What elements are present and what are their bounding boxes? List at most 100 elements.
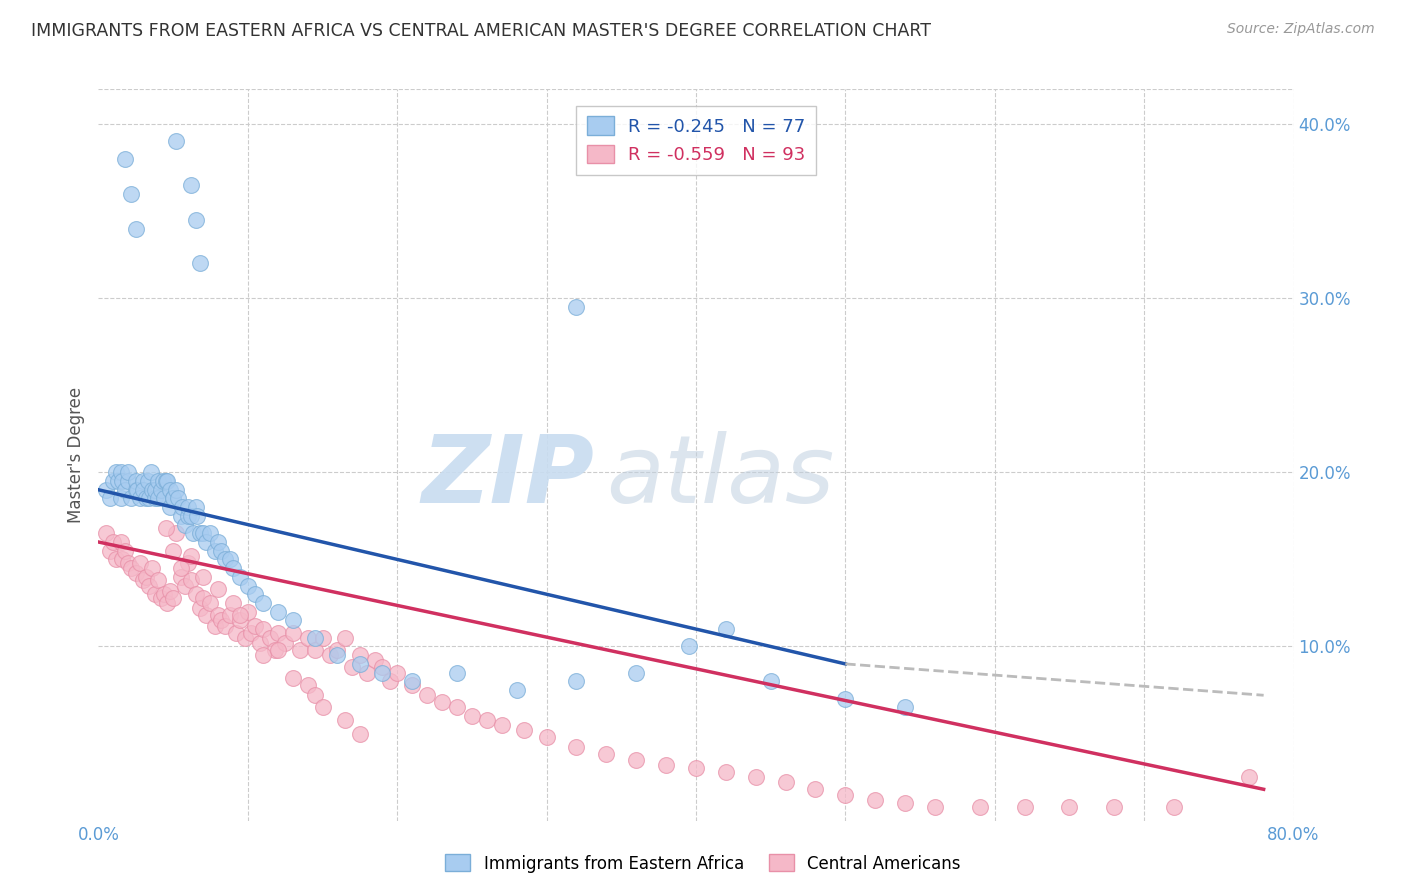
Point xyxy=(222,561,245,575)
Point xyxy=(105,552,128,566)
Point xyxy=(174,517,197,532)
Point xyxy=(165,526,187,541)
Point xyxy=(304,688,326,702)
Point xyxy=(281,613,304,627)
Point xyxy=(110,466,132,480)
Point xyxy=(475,713,498,727)
Point xyxy=(125,483,148,497)
Point xyxy=(177,556,200,570)
Point xyxy=(349,648,371,663)
Point xyxy=(233,631,256,645)
Point xyxy=(401,674,423,689)
Point xyxy=(1237,770,1260,784)
Point xyxy=(304,643,326,657)
Point xyxy=(259,631,281,645)
Point xyxy=(150,483,173,497)
Point xyxy=(804,782,827,797)
Point xyxy=(416,688,439,702)
Point xyxy=(714,622,737,636)
Point xyxy=(326,643,349,657)
Point xyxy=(107,474,129,488)
Point xyxy=(565,740,588,755)
Point xyxy=(281,625,304,640)
Point xyxy=(188,256,211,270)
Point xyxy=(326,648,349,663)
Point xyxy=(132,574,155,588)
Point xyxy=(274,636,297,650)
Point xyxy=(195,535,218,549)
Point xyxy=(169,561,191,575)
Point xyxy=(143,491,166,506)
Point xyxy=(180,574,202,588)
Point xyxy=(685,761,707,775)
Point xyxy=(127,483,149,497)
Legend: Immigrants from Eastern Africa, Central Americans: Immigrants from Eastern Africa, Central … xyxy=(439,847,967,880)
Point xyxy=(180,178,202,192)
Point xyxy=(207,608,229,623)
Point xyxy=(181,526,204,541)
Point xyxy=(595,747,617,762)
Point xyxy=(166,491,188,506)
Point xyxy=(110,491,132,506)
Point xyxy=(114,543,136,558)
Point xyxy=(125,566,148,581)
Point xyxy=(184,212,207,227)
Point xyxy=(150,591,173,605)
Point xyxy=(714,764,737,779)
Point xyxy=(141,561,163,575)
Text: ZIP: ZIP xyxy=(422,431,595,523)
Point xyxy=(245,587,267,601)
Y-axis label: Master's Degree: Master's Degree xyxy=(66,387,84,523)
Point xyxy=(129,556,152,570)
Point xyxy=(165,483,187,497)
Point xyxy=(98,491,122,506)
Point xyxy=(209,613,232,627)
Point xyxy=(155,521,177,535)
Point xyxy=(214,618,236,632)
Point xyxy=(132,483,155,497)
Point xyxy=(245,618,267,632)
Point xyxy=(267,643,290,657)
Point xyxy=(371,665,394,680)
Point xyxy=(103,474,125,488)
Point xyxy=(1014,799,1036,814)
Point xyxy=(207,535,229,549)
Point xyxy=(311,700,333,714)
Point xyxy=(401,678,423,692)
Point xyxy=(156,474,179,488)
Point xyxy=(304,631,326,645)
Point xyxy=(239,625,262,640)
Point xyxy=(162,543,184,558)
Point xyxy=(195,608,218,623)
Point xyxy=(135,491,157,506)
Point xyxy=(252,648,274,663)
Point xyxy=(249,636,271,650)
Text: IMMIGRANTS FROM EASTERN AFRICA VS CENTRAL AMERICAN MASTER'S DEGREE CORRELATION C: IMMIGRANTS FROM EASTERN AFRICA VS CENTRA… xyxy=(31,22,931,40)
Point xyxy=(191,570,214,584)
Point xyxy=(349,657,371,671)
Point xyxy=(364,653,387,667)
Point xyxy=(204,618,226,632)
Point xyxy=(385,665,409,680)
Point xyxy=(143,483,166,497)
Point xyxy=(229,613,252,627)
Point xyxy=(191,526,214,541)
Point xyxy=(139,466,162,480)
Point xyxy=(319,648,342,663)
Point xyxy=(132,474,155,488)
Point xyxy=(162,491,184,506)
Point xyxy=(894,700,917,714)
Point xyxy=(143,587,166,601)
Point xyxy=(288,643,311,657)
Point xyxy=(834,691,856,706)
Text: atlas: atlas xyxy=(606,432,835,523)
Point xyxy=(207,582,229,596)
Point xyxy=(969,799,991,814)
Point xyxy=(125,221,148,235)
Point xyxy=(138,491,160,506)
Point xyxy=(311,631,333,645)
Point xyxy=(138,578,160,592)
Point xyxy=(117,474,139,488)
Point xyxy=(446,665,468,680)
Point xyxy=(136,474,159,488)
